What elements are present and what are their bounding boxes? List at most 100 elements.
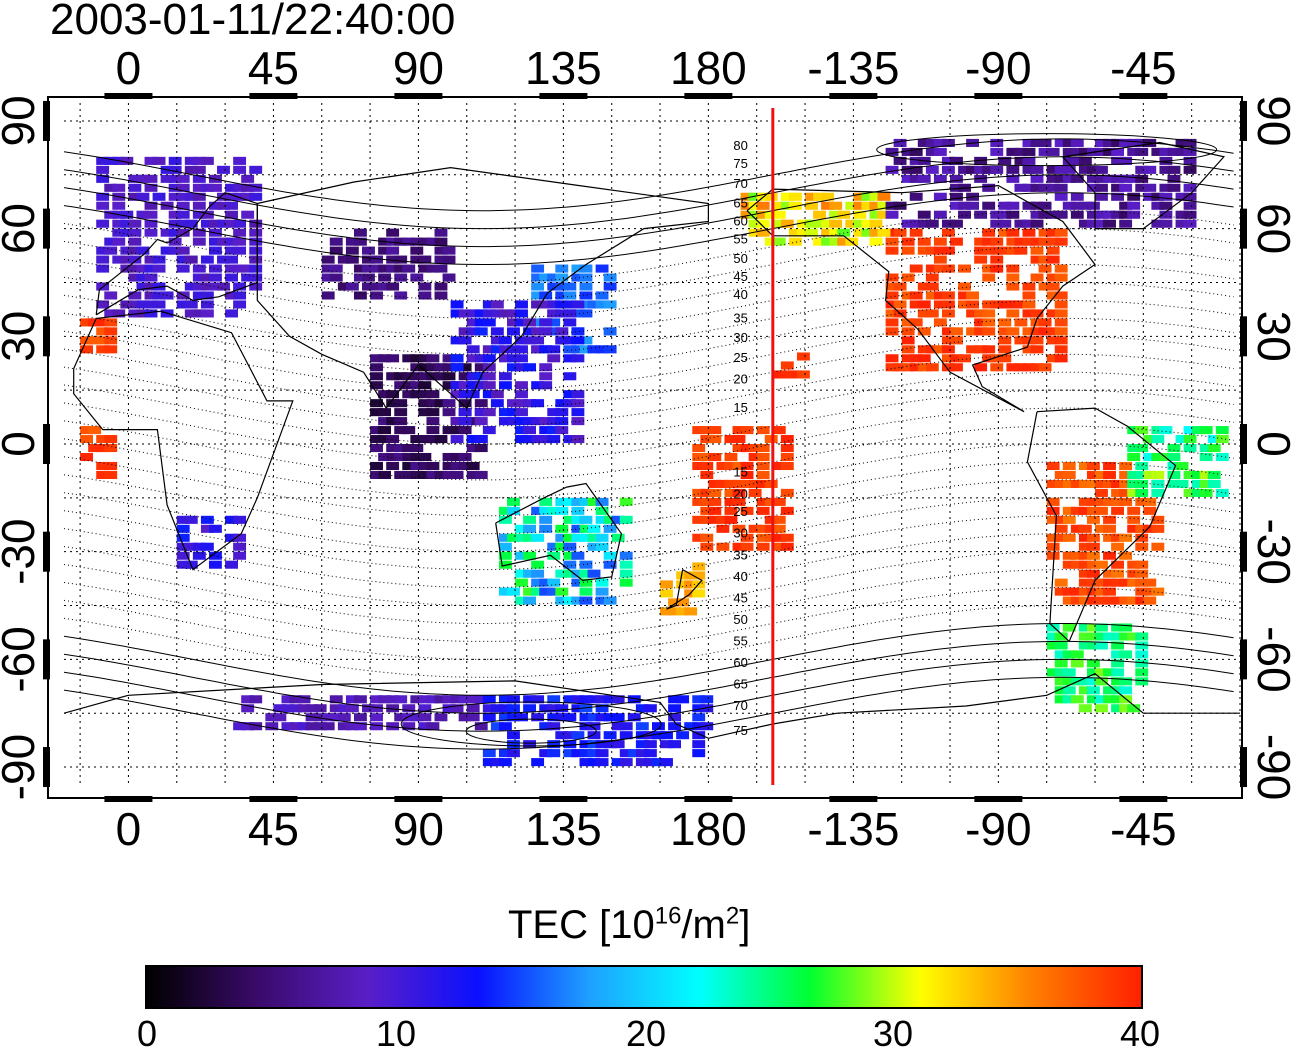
- tec-cell-central-asia: [394, 264, 408, 273]
- tec-cell-north-america: [901, 273, 915, 282]
- tec-cell-south-america: [1062, 560, 1076, 569]
- tec-cell-north-america: [1046, 246, 1060, 255]
- tec-cell-antarctica-ross: [643, 749, 657, 758]
- tec-cell-canada-arctic: [1103, 210, 1116, 219]
- bottom-longitude-label: 135: [525, 803, 602, 855]
- tec-cell-europe: [192, 174, 206, 183]
- tec-cell-patagonia: [1062, 695, 1076, 704]
- tec-cell-antarctica-ross: [571, 731, 585, 740]
- tec-cell-south-america: [1054, 470, 1068, 479]
- tec-cell-antarctica-ross: [660, 758, 673, 767]
- tec-cell-antarctica-ross: [531, 695, 545, 704]
- tec-cell-south-america: [1135, 524, 1149, 533]
- tec-cell-north-america: [958, 282, 971, 291]
- tec-cell-canada-arctic: [1143, 183, 1157, 192]
- tec-cell-australia: [547, 542, 561, 551]
- tec-cell-north-america: [1014, 336, 1028, 345]
- tec-cell-east-asia-scatter: [523, 417, 537, 426]
- tec-cell-antarctica-ross: [490, 722, 504, 731]
- tec-cell-central-asia: [434, 282, 448, 291]
- tec-cell-alaska: [853, 228, 867, 237]
- tec-cell-hawaii: [772, 370, 786, 379]
- tec-cell-australia: [619, 578, 633, 587]
- tec-cell-japan: [571, 273, 585, 282]
- tec-cell-canada-arctic: [950, 183, 963, 192]
- tec-cell-australia: [515, 596, 528, 605]
- tec-cell-pacific-islands: [756, 444, 770, 453]
- tec-cell-antarctica-east: [281, 704, 295, 713]
- tec-cell-europe: [233, 228, 247, 237]
- tec-cell-alaska: [837, 237, 851, 246]
- tec-cell-alaska: [861, 219, 875, 228]
- tec-cell-europe: [225, 255, 238, 264]
- tec-cell-japan: [531, 264, 545, 273]
- tec-cell-japan: [531, 273, 545, 282]
- tec-cell-east-asia-scatter: [539, 300, 553, 309]
- tec-cell-canada-arctic: [885, 201, 899, 210]
- tec-cell-north-america: [1046, 273, 1060, 282]
- tec-cell-canada-arctic: [1095, 165, 1108, 174]
- magnetic-contour: [64, 533, 1234, 606]
- coastline-new-zealand: [666, 569, 703, 610]
- tec-cell-canada-arctic: [1159, 219, 1173, 228]
- tec-cell-australia: [603, 524, 617, 533]
- tec-cell-east-asia-scatter: [482, 408, 496, 417]
- tec-cell-east-asia-scatter: [474, 327, 488, 336]
- tec-cell-east-asia-scatter: [482, 363, 496, 372]
- tec-cell-antarctica-east: [329, 713, 343, 722]
- tec-cell-canada-arctic: [1167, 174, 1181, 183]
- tec-cell-new-zealand: [692, 562, 706, 571]
- tec-cell-antarctica-ross: [515, 713, 528, 722]
- tec-cell-pacific-islands: [780, 444, 794, 453]
- tec-cell-australia: [498, 551, 512, 560]
- tec-cell-india-se-asia: [434, 470, 448, 479]
- tec-cell-east-asia-scatter: [466, 327, 480, 336]
- tec-cell-pacific-islands: [716, 542, 730, 551]
- tec-cell-central-asia: [434, 264, 448, 273]
- tec-cell-europe: [128, 309, 142, 318]
- tec-cell-south-america: [1062, 479, 1076, 488]
- tec-cell-antarctica-east: [305, 704, 319, 713]
- tec-cell-patagonia: [1054, 677, 1068, 686]
- tec-cell-alaska: [780, 219, 794, 228]
- tec-cell-north-america: [974, 255, 988, 264]
- tec-cell-patagonia: [1119, 677, 1133, 686]
- tec-cell-antarctica-ross: [611, 740, 625, 749]
- tec-cell-south-america: [1086, 587, 1100, 596]
- tec-cell-canada-arctic: [1038, 138, 1052, 147]
- tec-cell-canada-arctic: [1119, 219, 1133, 228]
- tec-cell-south-america: [1151, 542, 1165, 551]
- tec-cell-canada-arctic: [958, 165, 971, 174]
- tec-cell-india-se-asia: [474, 444, 488, 453]
- tec-cell-southern-africa: [176, 524, 190, 533]
- tec-cell-south-america: [1103, 524, 1116, 533]
- tec-cell-india-se-asia: [442, 452, 456, 462]
- tec-cell-southern-africa: [176, 515, 190, 524]
- tec-cell-north-america: [885, 282, 899, 291]
- tec-cell-india-se-asia: [426, 408, 440, 417]
- tec-cell-north-america: [885, 327, 899, 336]
- tec-cell-india-se-asia: [418, 452, 432, 462]
- tec-cell-europe: [200, 183, 214, 192]
- tec-cell-central-asia: [434, 291, 448, 300]
- tec-cell-canada-arctic: [1111, 183, 1125, 192]
- tec-cell-east-south-america: [1151, 435, 1165, 444]
- tec-cell-east-asia-scatter: [523, 327, 537, 336]
- magnetic-latitude-label: 25: [733, 504, 747, 519]
- tec-cell-india-se-asia: [466, 444, 480, 453]
- tec-cell-europe: [136, 192, 150, 201]
- tec-cell-central-asia: [394, 291, 408, 300]
- tec-cell-antarctica-ross: [587, 740, 601, 749]
- tec-cell-india-se-asia: [370, 461, 383, 471]
- tec-cell-east-south-america: [1215, 435, 1229, 444]
- tec-cell-europe: [128, 174, 142, 183]
- tec-cell-japan: [595, 291, 609, 300]
- tec-cell-canada-arctic: [1022, 219, 1036, 228]
- tec-cell-east-asia-scatter: [571, 390, 585, 399]
- tec-cell-east-asia-scatter: [555, 327, 569, 336]
- tec-cell-patagonia: [1095, 677, 1108, 686]
- tec-cell-australia: [571, 515, 585, 524]
- tec-cell-antarctica-east: [273, 704, 287, 713]
- tec-cell-pacific-islands: [756, 479, 770, 488]
- tec-cell-east-asia-scatter: [547, 408, 561, 417]
